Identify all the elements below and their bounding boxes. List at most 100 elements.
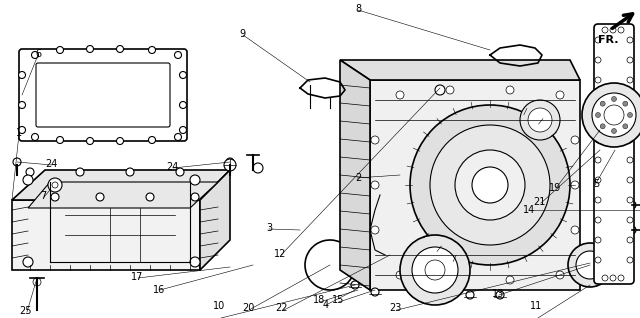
Circle shape: [628, 226, 636, 234]
Circle shape: [595, 37, 601, 43]
Circle shape: [556, 271, 564, 279]
Circle shape: [627, 237, 633, 243]
Circle shape: [595, 137, 601, 143]
Circle shape: [226, 158, 234, 166]
Circle shape: [627, 177, 633, 183]
Circle shape: [610, 27, 616, 33]
Circle shape: [387, 267, 392, 273]
Circle shape: [595, 197, 601, 203]
Circle shape: [595, 117, 601, 123]
Circle shape: [623, 101, 628, 106]
Circle shape: [506, 86, 514, 94]
Circle shape: [571, 226, 579, 234]
Circle shape: [48, 178, 62, 192]
Circle shape: [425, 260, 445, 280]
Circle shape: [595, 237, 601, 243]
Circle shape: [472, 167, 508, 203]
Circle shape: [627, 37, 633, 43]
Circle shape: [595, 177, 601, 183]
Circle shape: [19, 72, 26, 79]
Circle shape: [403, 252, 408, 258]
Circle shape: [398, 242, 403, 247]
Circle shape: [371, 288, 379, 296]
Circle shape: [455, 150, 525, 220]
Circle shape: [446, 86, 454, 94]
Circle shape: [387, 238, 392, 243]
Circle shape: [23, 257, 33, 267]
Text: 21: 21: [533, 197, 545, 207]
FancyBboxPatch shape: [36, 63, 170, 127]
Text: 8: 8: [355, 4, 361, 14]
Text: 3: 3: [266, 223, 272, 233]
Circle shape: [372, 252, 378, 258]
Circle shape: [618, 27, 624, 33]
Circle shape: [627, 77, 633, 83]
Circle shape: [56, 46, 63, 53]
Circle shape: [148, 46, 156, 53]
Polygon shape: [340, 60, 370, 290]
Text: 11: 11: [530, 301, 542, 311]
Circle shape: [33, 278, 41, 286]
Text: 16: 16: [153, 285, 165, 295]
Circle shape: [148, 136, 156, 143]
Circle shape: [370, 235, 410, 275]
Circle shape: [623, 124, 628, 129]
Circle shape: [56, 136, 63, 143]
Circle shape: [611, 96, 616, 101]
Circle shape: [23, 175, 33, 185]
Circle shape: [595, 97, 601, 103]
Text: FR.: FR.: [598, 35, 618, 45]
Polygon shape: [12, 170, 230, 200]
Circle shape: [435, 85, 445, 95]
Circle shape: [86, 137, 93, 144]
Circle shape: [595, 113, 600, 117]
Text: 24: 24: [45, 159, 57, 169]
Text: 22: 22: [276, 303, 288, 313]
Circle shape: [611, 128, 616, 134]
Circle shape: [398, 263, 403, 268]
Circle shape: [466, 291, 474, 299]
Circle shape: [175, 52, 182, 59]
Circle shape: [191, 193, 199, 201]
Circle shape: [31, 134, 38, 141]
Circle shape: [568, 243, 612, 287]
Circle shape: [600, 124, 605, 129]
Circle shape: [430, 125, 550, 245]
Circle shape: [610, 275, 616, 281]
Circle shape: [576, 251, 604, 279]
Circle shape: [373, 191, 387, 205]
Text: 2: 2: [355, 173, 361, 183]
Circle shape: [116, 45, 124, 52]
Circle shape: [595, 157, 601, 163]
Circle shape: [190, 257, 200, 267]
Text: 17: 17: [131, 272, 143, 282]
Circle shape: [351, 281, 359, 289]
Circle shape: [556, 91, 564, 99]
Circle shape: [595, 77, 601, 83]
Circle shape: [31, 52, 38, 59]
Circle shape: [627, 97, 633, 103]
FancyBboxPatch shape: [19, 49, 187, 141]
Text: 10: 10: [213, 301, 225, 311]
FancyBboxPatch shape: [594, 24, 634, 284]
Circle shape: [627, 117, 633, 123]
Text: 18: 18: [313, 295, 325, 305]
Circle shape: [571, 136, 579, 144]
Circle shape: [582, 83, 640, 147]
Polygon shape: [340, 60, 580, 80]
Circle shape: [627, 57, 633, 63]
Circle shape: [602, 27, 608, 33]
Circle shape: [126, 168, 134, 176]
Text: 15: 15: [332, 295, 344, 305]
Circle shape: [371, 181, 379, 189]
Circle shape: [628, 201, 636, 209]
Circle shape: [86, 45, 93, 52]
Circle shape: [52, 182, 58, 188]
Circle shape: [179, 127, 186, 134]
Circle shape: [224, 159, 236, 171]
Circle shape: [595, 257, 601, 263]
Circle shape: [592, 93, 636, 137]
Circle shape: [13, 158, 21, 166]
Circle shape: [400, 235, 470, 305]
Circle shape: [496, 291, 504, 299]
